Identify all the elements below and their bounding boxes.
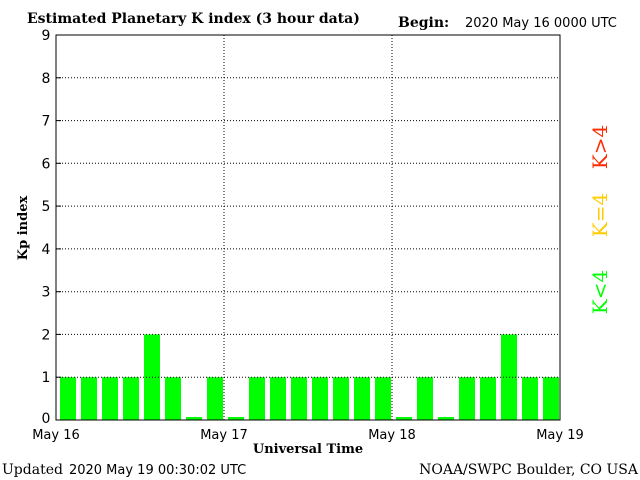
y-tick-4: 4 [42, 242, 51, 258]
kp-bar-15 [375, 377, 391, 420]
kp-bar-12 [312, 377, 328, 420]
kp-bar-13 [333, 377, 349, 420]
x-tick-may-18: May 18 [368, 428, 416, 443]
y-tick-7: 7 [42, 114, 51, 130]
kp-bar-22 [522, 377, 538, 420]
y-tick-5: 5 [42, 199, 51, 215]
kp-bar-8 [228, 417, 244, 420]
begin-value: 2020 May 16 0000 UTC [465, 16, 617, 31]
kp-bar-11 [291, 377, 307, 420]
kp-bar-10 [270, 377, 286, 420]
y-tick-2: 2 [42, 327, 51, 343]
legend-k-greater-4: K>4 [588, 125, 612, 169]
y-tick-1: 1 [42, 370, 51, 386]
x-tick-may-19: May 19 [536, 428, 584, 443]
kp-bar-14 [354, 377, 370, 420]
updated-timestamp: Updated 2020 May 19 00:30:02 UTC [2, 462, 246, 478]
kp-bar-0 [60, 377, 76, 420]
updated-label: Updated [2, 462, 63, 478]
y-axis-label: Kp index [16, 196, 31, 261]
y-tick-3: 3 [42, 285, 51, 301]
x-tick-may-16: May 16 [32, 428, 80, 443]
y-tick-labels: 0 1 2 3 4 5 6 7 8 9 [42, 28, 61, 427]
begin-label: Begin: [398, 15, 449, 31]
kp-bar-19 [459, 377, 475, 420]
kp-bar-17 [417, 377, 433, 420]
kp-bar-5 [165, 377, 181, 420]
x-tick-labels: May 16 May 17 May 18 May 19 [32, 428, 584, 443]
y-tick-9: 9 [42, 28, 51, 44]
bars-group [60, 334, 559, 420]
y-tick-6: 6 [42, 156, 51, 172]
kp-bar-7 [207, 377, 223, 420]
y-tick-8: 8 [42, 71, 51, 87]
x-axis-label: Universal Time [253, 442, 363, 457]
x-tick-may-17: May 17 [200, 428, 248, 443]
kp-bar-18 [438, 417, 454, 420]
y-tick-0: 0 [42, 411, 51, 427]
legend-k-less-4: K<4 [588, 270, 612, 314]
kp-bar-1 [81, 377, 97, 420]
kp-bar-3 [123, 377, 139, 420]
plot-frame [55, 34, 561, 421]
grid-lines [56, 34, 560, 420]
kp-bar-23 [543, 377, 559, 420]
credit-line: NOAA/SWPC Boulder, CO USA [419, 462, 639, 478]
kp-bar-9 [249, 377, 265, 420]
kp-bar-2 [102, 377, 118, 420]
kp-bar-20 [480, 377, 496, 420]
updated-value: 2020 May 19 00:30:02 UTC [69, 463, 246, 478]
legend-k-equal-4: K=4 [588, 193, 612, 237]
kp-bar-16 [396, 417, 412, 420]
chart-title: Estimated Planetary K index (3 hour data… [27, 11, 360, 27]
kp-bar-6 [186, 417, 202, 420]
